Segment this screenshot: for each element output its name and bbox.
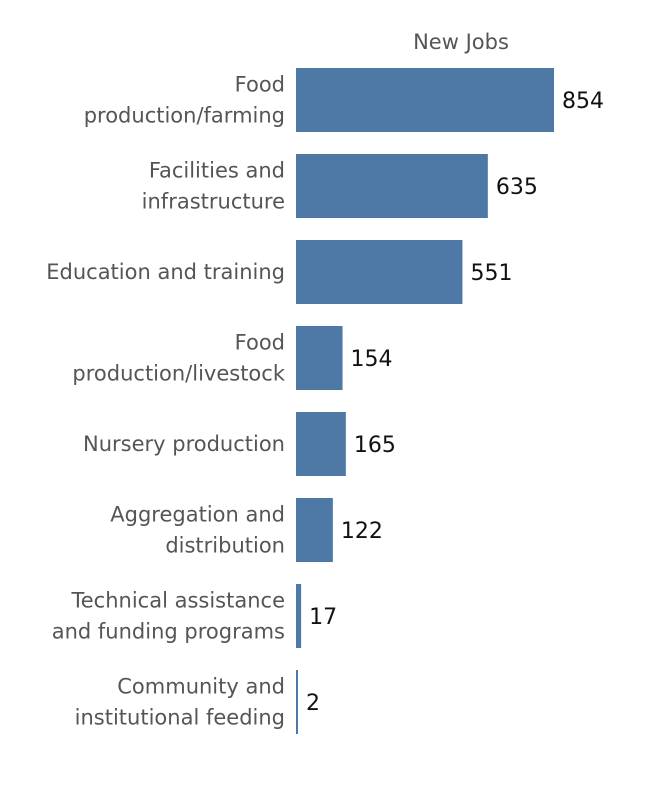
- value-label: 2: [306, 691, 320, 716]
- bar-row: 17 Technical assistance and funding progra…: [52, 584, 337, 648]
- value-label: 154: [351, 347, 393, 372]
- bar: [296, 326, 343, 390]
- category-label-line: Community and: [117, 675, 285, 699]
- bar-row: 551 Education and training: [46, 240, 512, 304]
- category-label-line: Education and training: [46, 260, 285, 284]
- bar: [296, 498, 333, 562]
- value-label: 122: [341, 519, 383, 544]
- category-label-line: production/farming: [84, 104, 285, 128]
- value-label: 551: [470, 261, 512, 286]
- bar-row: 854 Food production/farming: [84, 68, 604, 132]
- category-label: Aggregation and distribution: [110, 503, 285, 558]
- bar: [296, 154, 488, 218]
- bar-row: 122 Aggregation and distribution: [110, 498, 383, 562]
- category-label-line: Food: [235, 331, 285, 355]
- category-label-line: Facilities and: [149, 159, 285, 183]
- value-label: 635: [496, 175, 538, 200]
- bar-row: 635 Facilities and infrastructure: [142, 154, 538, 218]
- category-label-line: distribution: [165, 534, 285, 558]
- category-label: Technical assistance and funding programs: [52, 589, 285, 644]
- bar-row: 154 Food production/livestock: [72, 326, 393, 390]
- chart-rows: 854 Food production/farming 635 Facilities a…: [46, 68, 604, 734]
- bar: [296, 240, 463, 304]
- category-label: Food production/farming: [84, 73, 285, 128]
- value-label: 854: [562, 89, 604, 114]
- category-label-line: institutional feeding: [75, 706, 285, 730]
- category-label: Nursery production: [83, 432, 285, 456]
- bar: [296, 670, 298, 734]
- category-label-line: infrastructure: [142, 190, 285, 214]
- bar: [296, 412, 346, 476]
- category-label-line: Technical assistance: [70, 589, 285, 613]
- value-label: 17: [309, 605, 337, 630]
- category-label-line: and funding programs: [52, 620, 285, 644]
- category-label-line: Aggregation and: [110, 503, 285, 527]
- category-label: Food production/livestock: [72, 331, 285, 386]
- series-title: New Jobs: [413, 30, 509, 54]
- bar: [296, 584, 302, 648]
- category-label: Community and institutional feeding: [75, 675, 285, 730]
- bar-row: 2 Community and institutional feeding: [75, 670, 320, 734]
- bar: [296, 68, 554, 132]
- bar-row: 165 Nursery production: [83, 412, 396, 476]
- category-label: Education and training: [46, 260, 285, 284]
- category-label-line: Nursery production: [83, 432, 285, 456]
- category-label-line: production/livestock: [72, 362, 285, 386]
- value-label: 165: [354, 433, 396, 458]
- category-label-line: Food: [235, 73, 285, 97]
- category-label: Facilities and infrastructure: [142, 159, 285, 214]
